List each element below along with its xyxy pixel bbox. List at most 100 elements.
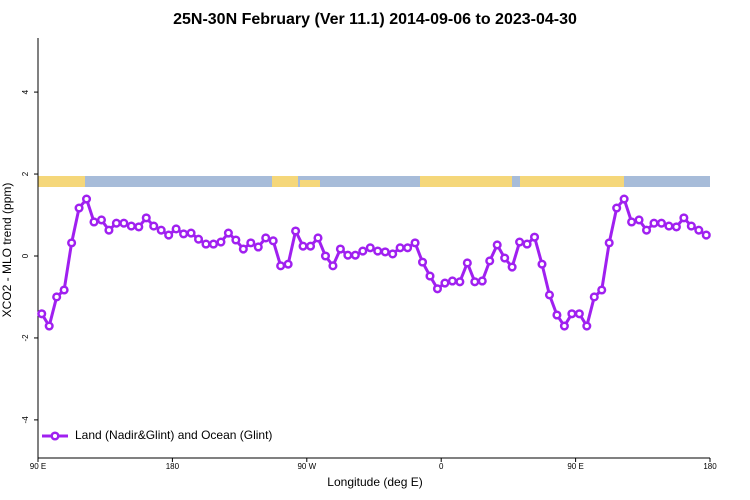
point bbox=[343, 250, 353, 260]
point bbox=[417, 257, 428, 267]
x-tick-label: 90 E bbox=[30, 462, 46, 471]
point bbox=[111, 218, 121, 228]
point bbox=[664, 221, 674, 231]
point bbox=[701, 230, 711, 240]
point bbox=[515, 237, 525, 247]
point bbox=[268, 236, 278, 246]
x-tick-label: 180 bbox=[703, 462, 717, 471]
series-line bbox=[40, 195, 708, 330]
point bbox=[552, 310, 562, 320]
point bbox=[485, 256, 495, 266]
point bbox=[96, 215, 107, 225]
point bbox=[686, 221, 696, 231]
point bbox=[276, 261, 286, 271]
y-tick-label: -2 bbox=[21, 334, 30, 342]
point bbox=[179, 229, 189, 239]
point bbox=[37, 309, 47, 319]
point bbox=[104, 225, 114, 235]
point bbox=[253, 242, 263, 252]
point bbox=[507, 262, 517, 272]
point bbox=[81, 194, 92, 204]
point bbox=[246, 238, 256, 248]
point bbox=[634, 215, 644, 225]
x-axis-label: Longitude (deg E) bbox=[327, 475, 422, 489]
point bbox=[492, 240, 502, 250]
point bbox=[395, 243, 405, 253]
chart-title: 25N-30N February (Ver 11.1) 2014-09-06 t… bbox=[173, 11, 577, 28]
point bbox=[589, 292, 599, 302]
point bbox=[156, 225, 166, 235]
point bbox=[567, 309, 577, 319]
point bbox=[544, 290, 555, 300]
point bbox=[193, 234, 204, 244]
land-band bbox=[272, 176, 298, 187]
point bbox=[149, 221, 159, 231]
y-tick-label: -4 bbox=[21, 416, 30, 424]
point bbox=[425, 271, 435, 281]
point bbox=[455, 277, 465, 287]
y-tick-label: 4 bbox=[21, 89, 30, 94]
point bbox=[641, 225, 652, 235]
point bbox=[462, 258, 472, 268]
point bbox=[350, 250, 360, 260]
point bbox=[216, 237, 226, 247]
point bbox=[59, 285, 69, 295]
point bbox=[604, 238, 614, 248]
point bbox=[119, 218, 129, 228]
point bbox=[574, 309, 584, 319]
point bbox=[208, 239, 219, 249]
point bbox=[44, 321, 54, 331]
point bbox=[403, 243, 413, 253]
point bbox=[597, 285, 607, 295]
point bbox=[656, 218, 667, 228]
point bbox=[410, 238, 420, 248]
point bbox=[186, 228, 196, 238]
point bbox=[388, 249, 398, 259]
point bbox=[627, 217, 637, 227]
point bbox=[619, 194, 629, 204]
point bbox=[671, 222, 681, 232]
point bbox=[283, 259, 293, 269]
y-tick-label: 2 bbox=[21, 171, 30, 176]
point bbox=[694, 225, 704, 235]
point bbox=[67, 238, 77, 248]
point bbox=[126, 221, 136, 231]
point bbox=[141, 213, 151, 223]
point bbox=[74, 203, 84, 213]
point bbox=[477, 276, 487, 286]
point bbox=[201, 239, 211, 249]
land-band bbox=[420, 176, 512, 187]
point bbox=[373, 246, 383, 256]
point bbox=[238, 244, 248, 254]
point bbox=[380, 247, 390, 257]
point bbox=[223, 228, 233, 238]
point bbox=[522, 239, 532, 249]
point bbox=[291, 226, 301, 236]
point bbox=[261, 233, 271, 243]
y-tick-label: 0 bbox=[21, 253, 30, 258]
point bbox=[500, 253, 510, 263]
land-band bbox=[38, 176, 85, 187]
point bbox=[537, 259, 547, 269]
legend-item: Land (Nadir&Glint) and Ocean (Glint) bbox=[42, 428, 272, 442]
point bbox=[582, 321, 592, 331]
point bbox=[432, 284, 443, 294]
point bbox=[171, 224, 181, 234]
x-tick-label: 90 W bbox=[297, 462, 316, 471]
point bbox=[529, 232, 540, 242]
x-tick-label: 0 bbox=[439, 462, 444, 471]
point bbox=[298, 241, 308, 251]
point bbox=[89, 217, 99, 227]
point bbox=[612, 203, 622, 213]
legend-label: Land (Nadir&Glint) and Ocean (Glint) bbox=[75, 428, 272, 442]
point bbox=[328, 261, 338, 271]
point bbox=[305, 241, 316, 251]
x-tick-label: 180 bbox=[166, 462, 180, 471]
x-tick-label: 90 E bbox=[567, 462, 583, 471]
point bbox=[335, 244, 345, 254]
point bbox=[365, 243, 375, 253]
point bbox=[649, 218, 659, 228]
legend-marker bbox=[50, 431, 60, 441]
point bbox=[52, 292, 62, 302]
